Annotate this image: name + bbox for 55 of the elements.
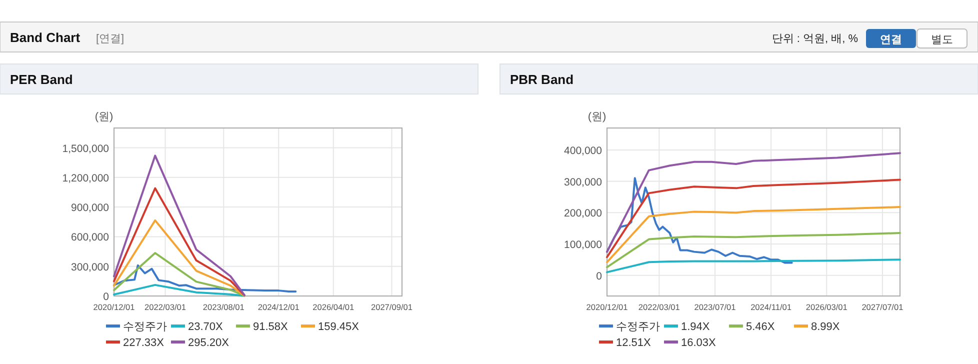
- y-axis-title: (원): [588, 111, 606, 123]
- text: 연결: [880, 34, 902, 46]
- x-tick-label: 2020/12/01: [586, 302, 628, 312]
- line-series: [606, 258, 901, 274]
- y-tick-label: 0: [596, 270, 602, 282]
- x-tick-label: 2023/08/01: [202, 302, 245, 312]
- legend-label: 5.46X: [746, 321, 776, 333]
- text: [연결]: [96, 33, 124, 45]
- legend-label: 23.70X: [188, 321, 224, 333]
- x-tick-label: 2026/03/01: [806, 302, 848, 312]
- line-series: [606, 232, 901, 268]
- line-series: [113, 154, 246, 296]
- legend-label: 수정주가: [123, 321, 167, 333]
- line-series: [606, 152, 901, 253]
- y-tick-label: 600,000: [71, 232, 110, 244]
- y-tick-label: 200,000: [564, 208, 602, 220]
- x-tick-label: 2024/12/01: [258, 302, 300, 312]
- x-tick-label: 2023/07/01: [694, 302, 736, 312]
- line-series: [606, 206, 901, 264]
- line-series: [606, 178, 901, 258]
- x-tick-label: 2022/03/01: [638, 302, 680, 312]
- x-tick-label: 2027/09/01: [370, 302, 413, 312]
- legend-label: 227.33X: [123, 337, 165, 349]
- x-tick-label: 2020/12/01: [93, 302, 136, 312]
- legend-label: 1.94X: [681, 321, 710, 333]
- legend-label: 91.58X: [253, 321, 289, 333]
- legend-label: 8.99X: [811, 321, 840, 333]
- legend-label: 수정주가: [616, 321, 660, 333]
- x-tick-label: 2024/11/01: [750, 302, 792, 312]
- line-series: [113, 284, 246, 297]
- text: 별도: [931, 34, 953, 46]
- chart-title: PBR Band: [510, 72, 574, 87]
- y-axis-title: (원): [94, 111, 114, 123]
- x-tick-label: 2026/04/01: [312, 302, 355, 312]
- chart-title: PER Band: [10, 72, 73, 87]
- legend-label: 159.45X: [318, 321, 360, 333]
- y-tick-label: 1,200,000: [62, 172, 110, 184]
- legend-label: 12.51X: [616, 337, 652, 349]
- line-series: [113, 219, 246, 297]
- legend-label: 295.20X: [188, 337, 230, 349]
- text: Band Chart: [10, 30, 81, 45]
- y-tick-label: 300,000: [71, 261, 110, 274]
- y-tick-label: 400,000: [564, 144, 602, 157]
- x-tick-label: 2027/07/01: [862, 302, 904, 312]
- line-series: [113, 264, 297, 293]
- line-series: [113, 187, 246, 296]
- line-series: [113, 252, 246, 297]
- y-tick-label: 100,000: [564, 238, 602, 251]
- x-tick-label: 2022/03/01: [144, 302, 186, 312]
- y-tick-label: 0: [103, 291, 110, 303]
- legend-label: 16.03X: [681, 337, 717, 349]
- y-tick-label: 300,000: [564, 176, 602, 188]
- y-tick-label: 1,500,000: [62, 142, 110, 155]
- text: 단위 : 억원, 배, %: [772, 33, 858, 45]
- y-tick-label: 900,000: [71, 202, 110, 214]
